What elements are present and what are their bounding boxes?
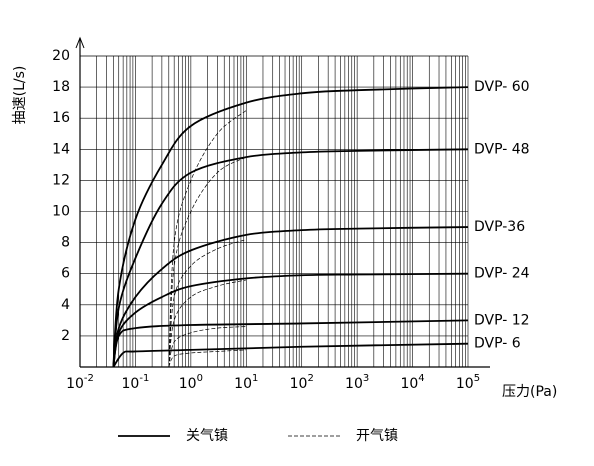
x-tick-label: 103 [345,373,369,392]
x-tick-base: 10 [66,376,84,392]
curve [112,319,469,368]
series-label: DVP-36 [474,219,525,235]
x-tick-label: 102 [290,373,314,392]
series-label: DVP- 24 [474,266,530,282]
x-tick-exponent: 4 [418,373,424,384]
x-axis-label: 压力(Pa) [502,384,557,400]
y-tick-label: 16 [52,110,70,126]
series-label: DVP- 60 [474,79,530,95]
y-axis-arrow [75,36,85,49]
x-tick-base: 10 [345,376,363,392]
y-axis-label: 抽速(L/s) [12,66,28,125]
x-tick-exponent: 5 [474,373,480,384]
x-tick-base: 10 [234,376,252,392]
dashed-curve [168,326,247,368]
series-label: DVP- 12 [474,312,530,328]
x-tick-exponent: 1 [252,373,258,384]
x-tick-exponent: 2 [307,373,313,384]
curve [112,272,469,368]
dashed-curve [168,349,247,368]
curve [112,226,469,368]
y-tick-label: 12 [52,172,70,188]
x-tick-exponent: -2 [84,373,94,384]
x-tick-label: 10-2 [66,373,94,392]
curve [112,342,469,368]
x-tick-exponent: 0 [197,373,203,384]
curve [112,86,469,368]
x-tick-label: 10-1 [122,373,150,392]
x-tick-label: 104 [400,373,424,392]
x-tick-exponent: 3 [363,373,369,384]
y-tick-label: 10 [52,204,70,220]
legend-label: 开气镇 [356,428,398,444]
dashed-curve [168,239,247,368]
y-tick-label: 2 [61,328,70,344]
x-tick-base: 10 [456,376,474,392]
series-label: DVP- 6 [474,336,521,352]
x-tick-label: 105 [456,373,480,392]
y-tick-label: 14 [52,141,70,157]
x-tick-base: 10 [400,376,418,392]
y-tick-label: 6 [61,266,70,282]
x-tick-base: 10 [290,376,308,392]
x-tick-base: 10 [179,376,197,392]
x-tick-label: 100 [179,373,203,392]
dashed-curve [168,279,247,368]
x-tick-exponent: -1 [139,373,149,384]
legend-label: 关气镇 [186,428,228,444]
x-tick-base: 10 [122,376,140,392]
curve [112,148,469,368]
y-tick-label: 8 [61,235,70,251]
y-tick-label: 4 [61,297,70,313]
y-tick-label: 18 [52,79,70,95]
x-tick-label: 101 [234,373,258,392]
dashed-curve [168,156,247,368]
y-tick-label: 20 [52,48,70,64]
series-label: DVP- 48 [474,141,530,157]
